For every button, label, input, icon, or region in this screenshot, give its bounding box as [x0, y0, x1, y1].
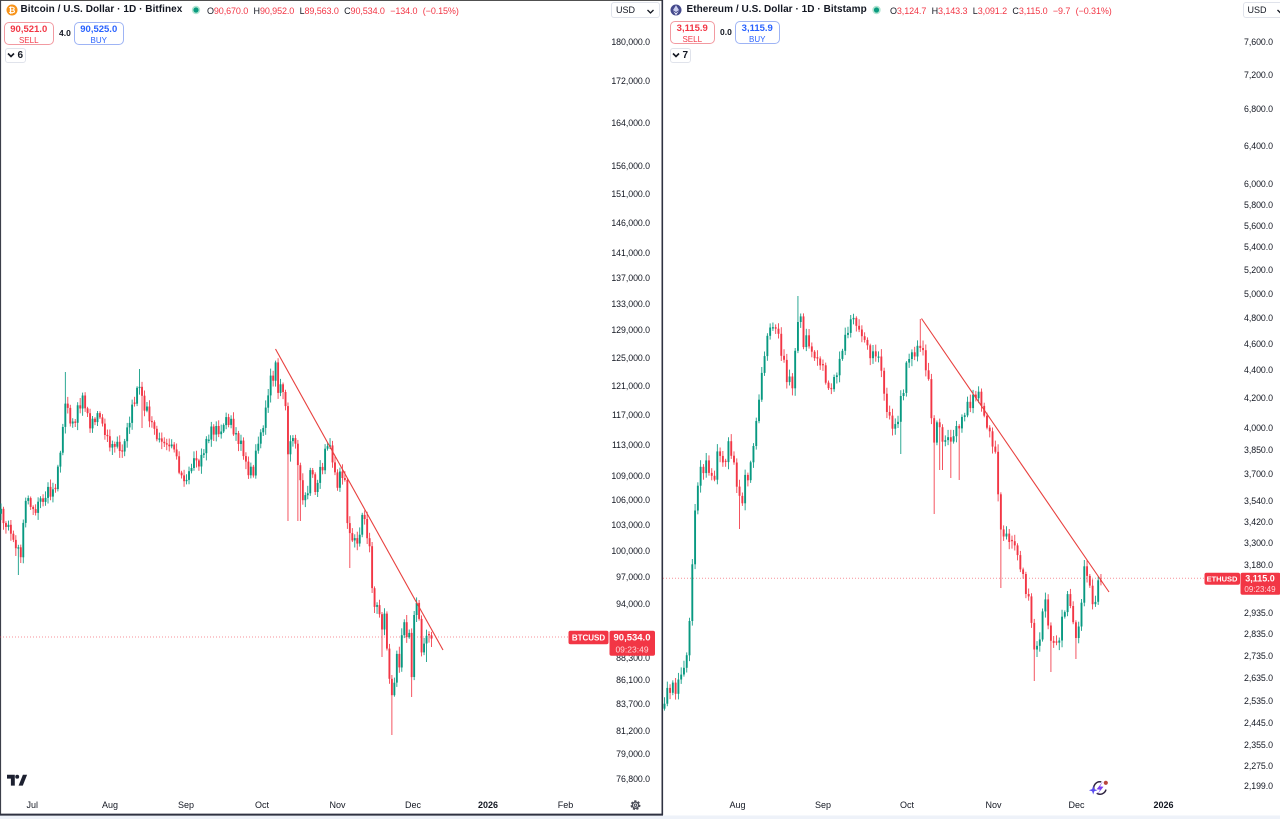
svg-text:09:23:49: 09:23:49: [615, 645, 648, 655]
svg-text:BTCUSD: BTCUSD: [572, 633, 606, 642]
svg-text:90,534.0: 90,534.0: [614, 633, 651, 644]
svg-text:₿: ₿: [9, 5, 16, 15]
svg-text:09:23:49: 09:23:49: [1244, 585, 1276, 594]
svg-text:ETHUSD: ETHUSD: [1207, 575, 1238, 584]
svg-text:3,115.0: 3,115.0: [1245, 574, 1275, 584]
